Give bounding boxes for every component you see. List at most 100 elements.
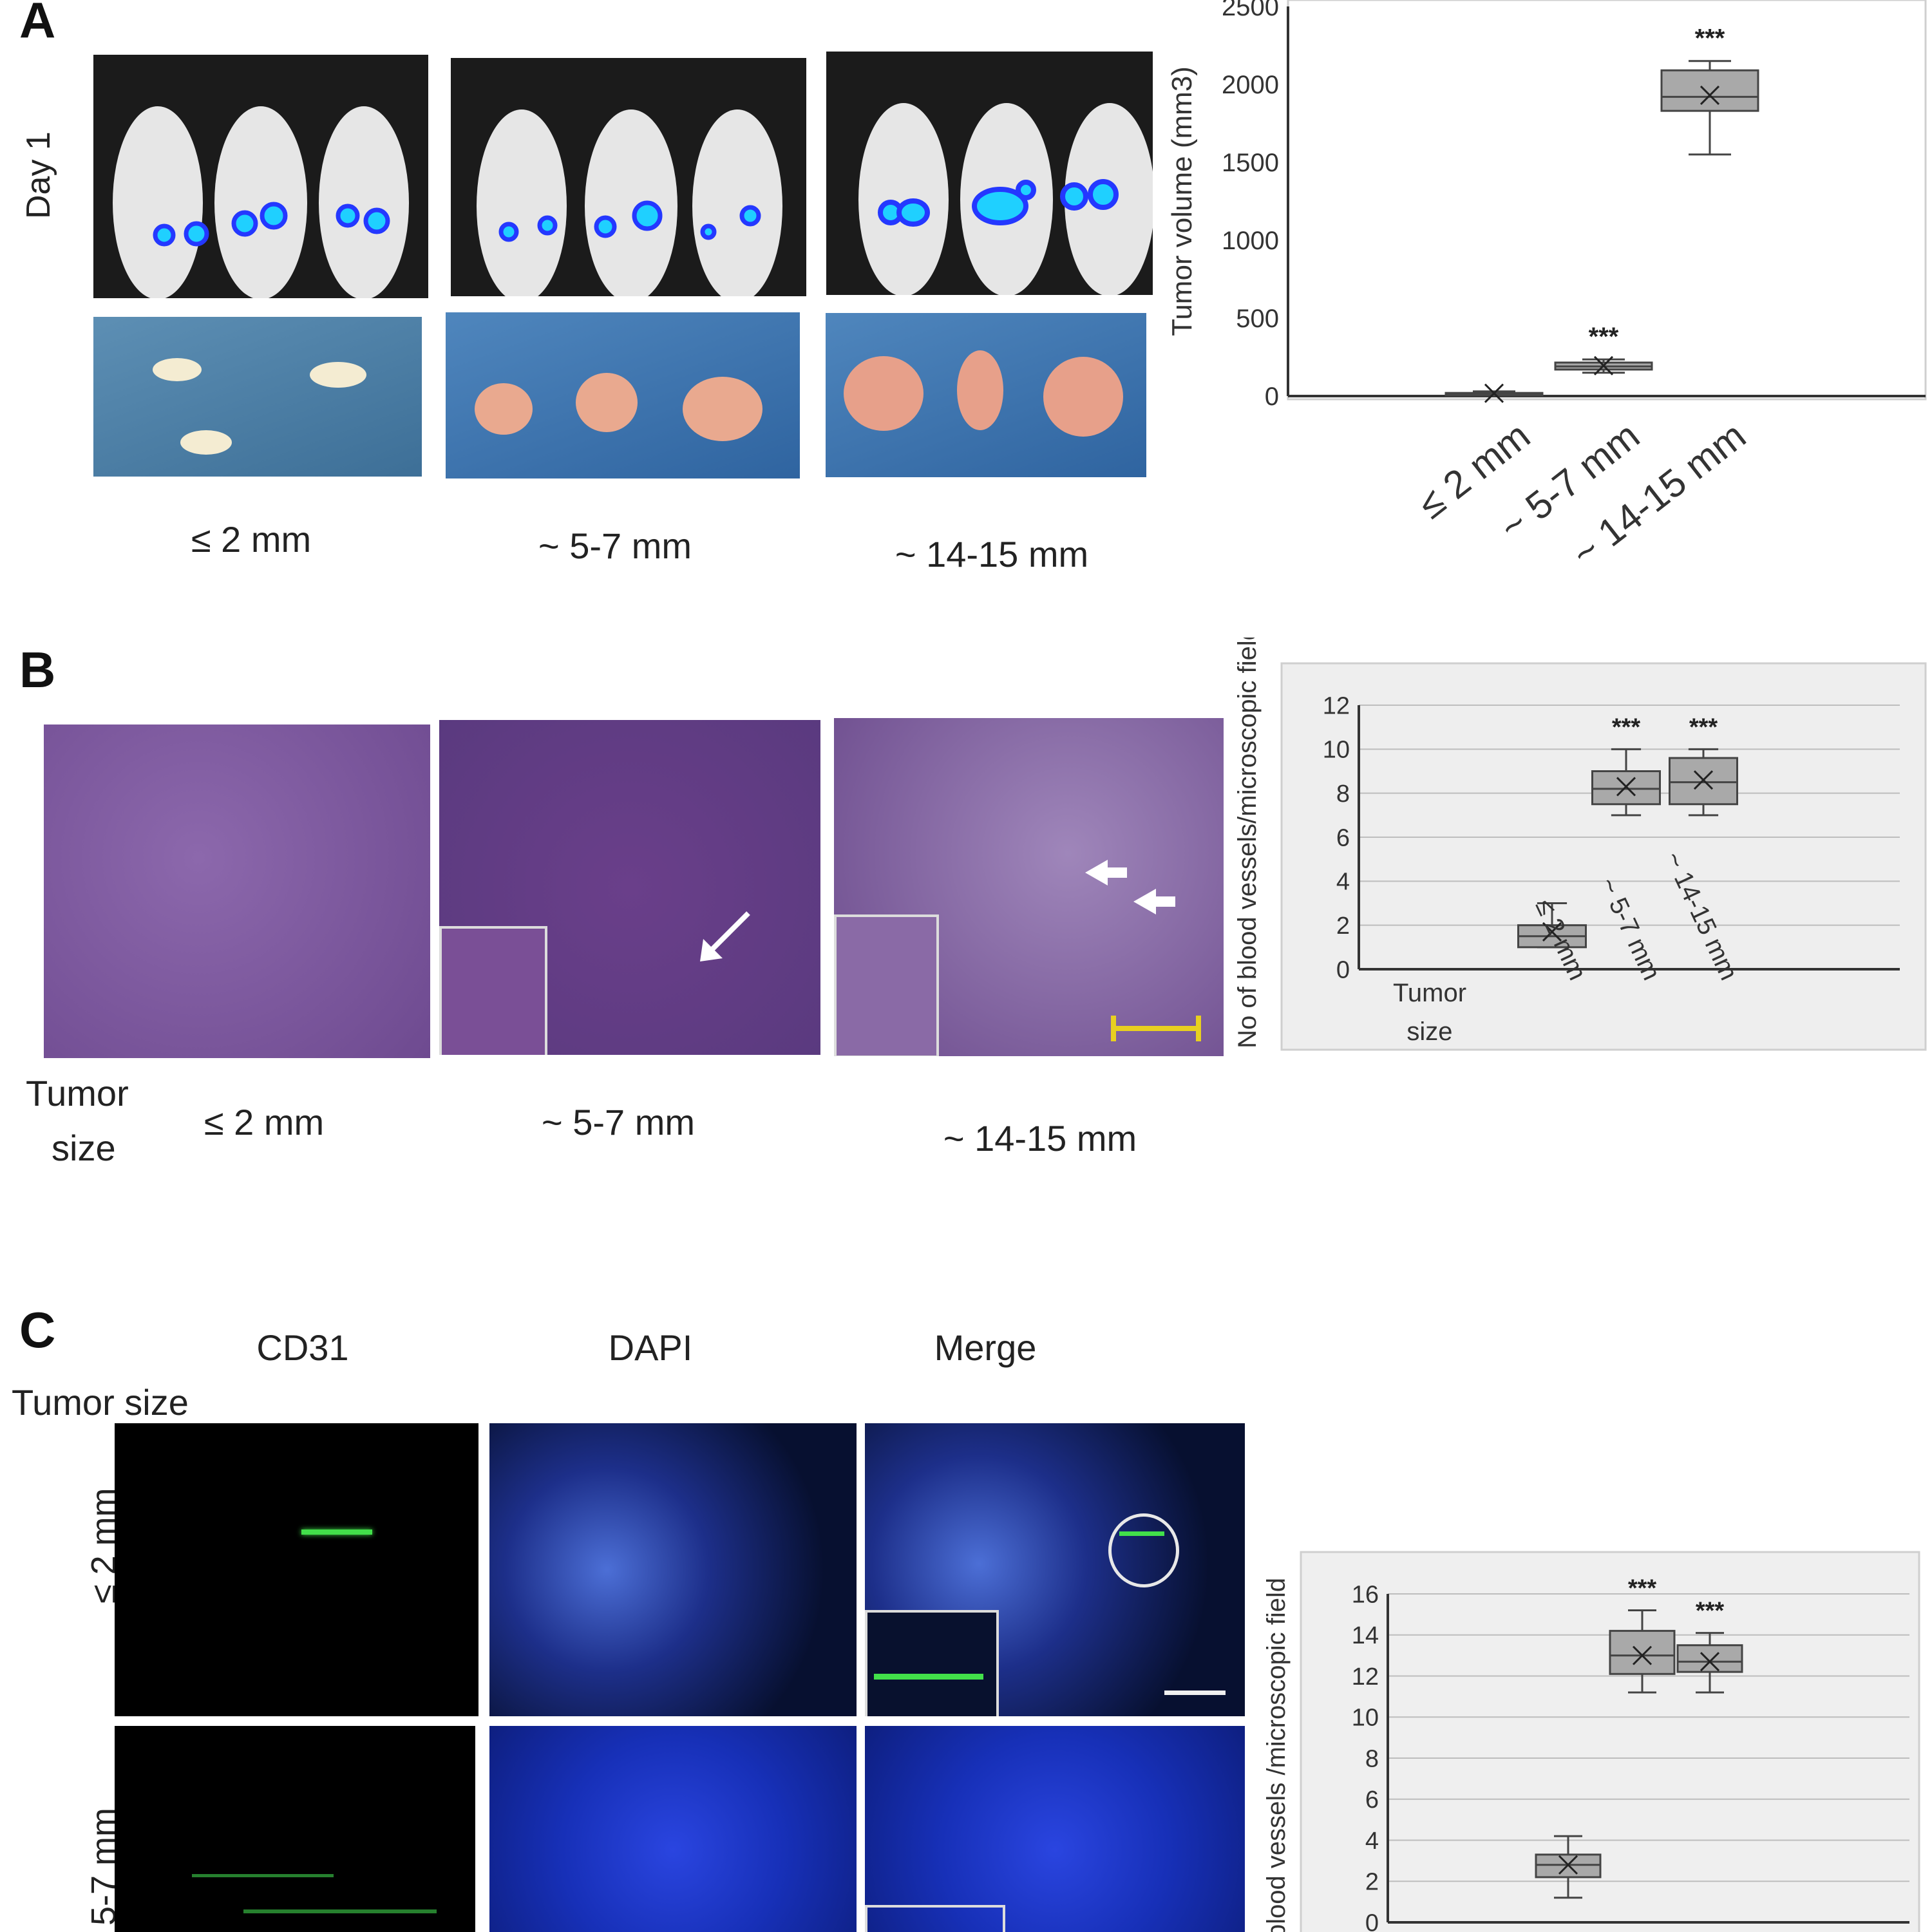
mean-marker <box>1484 383 1504 403</box>
size-label-large: ~ 14-15 mm <box>943 1118 1137 1159</box>
merge-inset-box <box>865 1610 999 1716</box>
significance-marker: *** <box>1589 323 1619 351</box>
he-stain-image-medium <box>439 720 820 1055</box>
size-label-large: ~ 14-15 mm <box>895 534 1089 574</box>
y-tick-label: 2 <box>1336 913 1350 940</box>
y-tick-label: 0 <box>1336 956 1350 983</box>
tumor-row-label: Tumor <box>26 1073 129 1113</box>
he-stain-image-large <box>834 718 1224 1056</box>
he-inset-box <box>439 926 547 1055</box>
panel-letter-b: B <box>19 641 56 698</box>
col-label-cd31: CD31 <box>256 1327 349 1368</box>
scale-bar-end <box>1196 1016 1201 1041</box>
box <box>1609 1629 1676 1675</box>
x-axis-label-line: size <box>1406 1018 1452 1046</box>
cd31-vessel-signal <box>243 1909 437 1913</box>
size-label-small: ≤ 2 mm <box>204 1102 325 1142</box>
x-axis-label-line: Tumor <box>1393 979 1466 1007</box>
tumor-size-corner-label: Tumor size <box>12 1382 189 1423</box>
y-tick-label: 2 <box>1365 1869 1379 1896</box>
dapi-image-medium <box>489 1726 857 1932</box>
col-label-dapi: DAPI <box>608 1327 693 1368</box>
y-tick-label: 12 <box>1352 1663 1379 1690</box>
y-tick-label: 8 <box>1336 781 1350 808</box>
mouse-imaging-photo-medium <box>451 58 806 296</box>
significance-marker: *** <box>1696 1598 1725 1625</box>
box <box>1660 69 1759 112</box>
mouse-imaging-graphic <box>477 109 782 296</box>
excised-tumor-photo-small <box>93 317 422 477</box>
cd31-image-small <box>115 1423 478 1716</box>
y-tick-label: 0 <box>1265 383 1279 411</box>
mouse-imaging-photo-small <box>93 55 428 298</box>
mouse-imaging-graphic <box>113 106 409 298</box>
mean-marker <box>1632 1645 1653 1665</box>
y-tick-label: 4 <box>1336 869 1350 896</box>
mean-marker <box>1558 1855 1578 1875</box>
size-label-small: ≤ 2 mm <box>191 519 312 560</box>
cd31-vessel-signal <box>192 1874 334 1877</box>
y-tick-label: 4 <box>1365 1828 1379 1855</box>
excised-tumor-graphic <box>475 373 762 441</box>
mean-marker <box>1700 85 1720 106</box>
y-tick-label: 1000 <box>1222 227 1279 255</box>
significance-marker: *** <box>1612 714 1641 741</box>
excised-tumor-graphic <box>844 350 1123 437</box>
arrows-icon <box>1085 860 1175 914</box>
y-tick-label: 10 <box>1352 1705 1379 1732</box>
merge-inset-box <box>865 1905 1005 1932</box>
mean-marker <box>1700 1652 1720 1672</box>
y-tick-label: 6 <box>1365 1786 1379 1814</box>
mouse-imaging-photo-large <box>826 52 1153 295</box>
merge-image-small <box>865 1423 1245 1716</box>
scale-bar <box>1111 1026 1201 1031</box>
chart-background <box>1300 1551 1920 1932</box>
size-label-medium: ~ 5-7 mm <box>541 1102 696 1142</box>
he-stain-image-small <box>44 724 430 1058</box>
mean-marker <box>1593 355 1614 375</box>
y-tick-label: 1500 <box>1222 149 1279 177</box>
y-tick-label: 8 <box>1365 1745 1379 1772</box>
y-tick-label: 500 <box>1236 305 1279 333</box>
significance-marker: *** <box>1628 1575 1657 1602</box>
size-row-label: size <box>52 1128 116 1168</box>
panel-letter-c: C <box>19 1302 56 1358</box>
y-tick-label: 6 <box>1336 824 1350 851</box>
cd31-image-medium <box>115 1726 475 1932</box>
vessel-count-box-plot-he: 0 2 4 6 8 10 12 No of blood vessels/microscopic… <box>1233 638 1927 1051</box>
mean-marker <box>1616 777 1636 797</box>
y-axis-label: blood vessels /microscopic field <box>1262 1578 1291 1932</box>
excised-tumor-photo-large <box>826 313 1146 477</box>
dapi-image-small <box>489 1423 857 1716</box>
y-tick-label: 10 <box>1323 737 1350 764</box>
day-1-row-label: Day 1 <box>20 131 57 219</box>
y-axis-label: Tumor volume (mm3) <box>1166 66 1198 336</box>
mouse-imaging-graphic <box>858 103 1153 295</box>
panel-letter-a: A <box>19 0 56 48</box>
y-axis-label: No of blood vessels/microscopic field <box>1233 638 1262 1048</box>
arrow-icon <box>700 911 750 961</box>
col-label-merge: Merge <box>934 1327 1037 1368</box>
merge-image-medium <box>865 1726 1245 1932</box>
y-tick-label: 16 <box>1352 1581 1379 1608</box>
inset-vessel-signal <box>874 1674 983 1680</box>
y-tick-label: 2500 <box>1222 0 1279 21</box>
vessel-count-box-plot-cd31: 0 2 4 6 8 10 12 14 16 blood vessels /microscopic … <box>1262 1551 1920 1932</box>
y-tick-label: 14 <box>1352 1622 1379 1649</box>
y-tick-label: 0 <box>1365 1909 1379 1932</box>
mean-marker <box>1693 770 1714 790</box>
box <box>1676 1644 1743 1673</box>
vessel-circle-marker <box>1108 1513 1179 1587</box>
significance-marker: *** <box>1689 714 1718 741</box>
y-tick-label: 2000 <box>1222 71 1279 99</box>
significance-marker: *** <box>1695 24 1725 53</box>
scale-bar-end <box>1111 1016 1116 1041</box>
mean-marker <box>1542 922 1562 942</box>
excised-tumor-photo-medium <box>446 312 800 478</box>
merge-vessel-signal <box>1119 1531 1164 1536</box>
chart-background <box>1280 662 1927 1051</box>
excised-tumor-graphic <box>153 358 366 455</box>
size-label-medium: ~ 5-7 mm <box>538 526 692 566</box>
scale-bar <box>1164 1690 1226 1695</box>
